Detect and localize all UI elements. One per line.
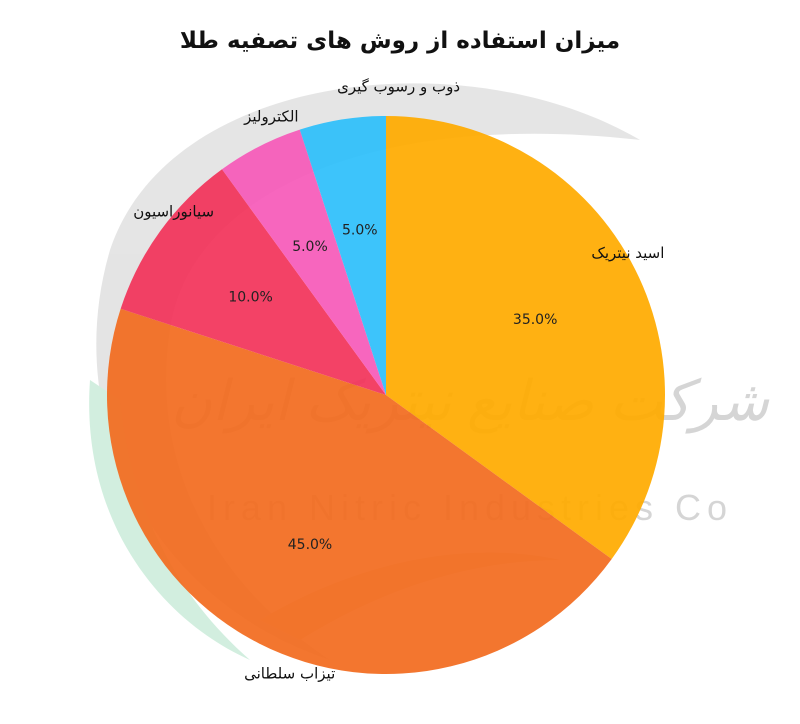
pie-slice: [222, 129, 386, 396]
pie-slice: [386, 116, 665, 559]
slice-value-label: 5.0%: [342, 223, 378, 239]
pie-slice: [120, 169, 386, 395]
slice-value-label: 45.0%: [288, 537, 332, 553]
pie-slice: [106, 308, 612, 675]
slice-value-label: 35.0%: [513, 312, 557, 328]
chart-title: میزان استفاده از روش های تصفیه طلا: [179, 28, 621, 54]
slice-category-label: تیزاب سلطانی: [244, 664, 335, 682]
slice-category-label: اسید نیتریک: [591, 244, 664, 262]
slice-value-label: 5.0%: [292, 239, 328, 255]
watermark-swoosh-green: [89, 380, 251, 660]
slice-category-label: ذوب و رسوب گیری: [337, 77, 460, 95]
pie-slice: [299, 116, 386, 395]
slice-category-label: الکترولیز: [243, 108, 298, 126]
slice-value-label: 10.0%: [228, 290, 272, 306]
slice-category-label: سیانوراسیون: [133, 202, 214, 220]
